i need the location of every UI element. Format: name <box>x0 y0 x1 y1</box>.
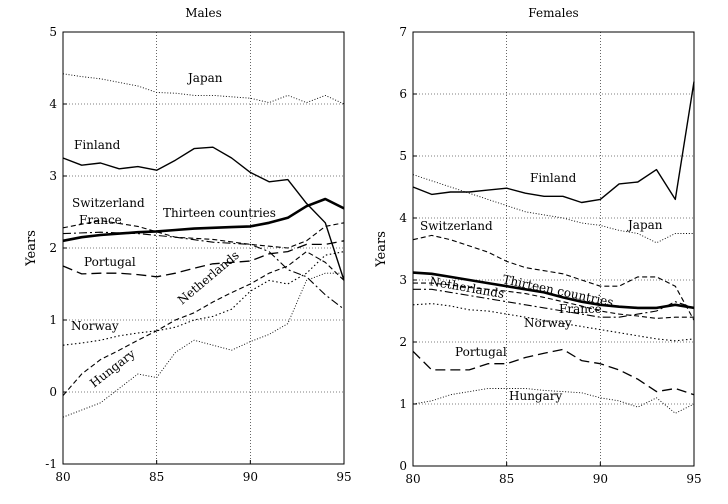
y-tick-label: 5 <box>49 25 57 39</box>
series-line-finland <box>62 146 345 281</box>
y-tick-label: 0 <box>399 459 407 473</box>
series-label: Norway <box>71 319 119 333</box>
series-label: Japan <box>186 71 223 85</box>
series-label: Portugal <box>84 255 136 269</box>
y-tick-label: 0 <box>49 385 57 399</box>
x-tick-label: 80 <box>55 470 70 484</box>
y-tick-label: 2 <box>399 335 407 349</box>
series-line-switzerland <box>62 220 345 249</box>
x-tick-label: 95 <box>336 470 351 484</box>
y-tick-label: 6 <box>399 87 407 101</box>
series-label: Portugal <box>455 345 507 359</box>
series-label: Finland <box>530 171 577 185</box>
y-tick-label: 3 <box>399 273 407 287</box>
y-tick-label: 1 <box>49 313 57 327</box>
series-line-france <box>62 231 345 310</box>
series-line-thirteen-countries <box>412 271 695 310</box>
y-tick-label: 4 <box>49 97 57 111</box>
panel-title: Males <box>185 6 222 20</box>
series-label: Thirteen countries <box>163 206 276 220</box>
y-tick-label: 7 <box>399 25 407 39</box>
y-tick-label: -1 <box>45 457 57 471</box>
series-line-norway <box>412 303 695 342</box>
y-tick-label: 4 <box>399 211 407 225</box>
series-line-hungary <box>412 388 695 414</box>
series-label: France <box>559 302 602 316</box>
x-tick-label: 80 <box>405 472 420 486</box>
series-line-portugal <box>62 240 345 278</box>
y-tick-label: 2 <box>49 241 57 255</box>
series-line-hungary <box>62 272 344 418</box>
y-axis-label: Years <box>24 230 39 267</box>
y-tick-label: 1 <box>399 397 407 411</box>
series-line-portugal <box>412 348 695 396</box>
males-panel: -1 0 1 2 3 4 5 80 85 90 95 Males Years Japan Finland Sw… <box>24 6 352 484</box>
x-tick-label: 90 <box>593 472 608 486</box>
series-label: Switzerland <box>420 219 493 233</box>
series-line-france <box>413 288 695 318</box>
series-label: Switzerland <box>72 196 145 210</box>
x-tick-label: 85 <box>499 472 514 486</box>
y-tick-label: 5 <box>399 149 407 163</box>
x-tick-label: 85 <box>149 470 164 484</box>
y-axis-label: Years <box>374 231 389 268</box>
plot-frame <box>412 31 695 467</box>
y-tick-label: 3 <box>49 169 57 183</box>
x-tick-label: 90 <box>243 470 258 484</box>
series-line-finland <box>412 81 695 204</box>
series-label: France <box>79 213 122 227</box>
series-line-switzerland <box>412 234 695 321</box>
panel-title: Females <box>528 6 578 20</box>
series-label: Netherlands <box>428 274 505 301</box>
series-label: Finland <box>74 138 121 152</box>
x-tick-label: 95 <box>686 472 701 486</box>
series-label: Norway <box>524 316 572 330</box>
series-label: Netherlands <box>175 248 242 307</box>
series-line-netherlands <box>62 251 345 396</box>
series-label: Japan <box>626 218 663 232</box>
females-panel: 0 1 2 3 4 5 6 7 80 85 90 95 Females Years Finland Japan… <box>374 6 702 486</box>
series-label: Hungary <box>509 389 562 403</box>
series-line-thirteen-countries <box>62 197 345 243</box>
